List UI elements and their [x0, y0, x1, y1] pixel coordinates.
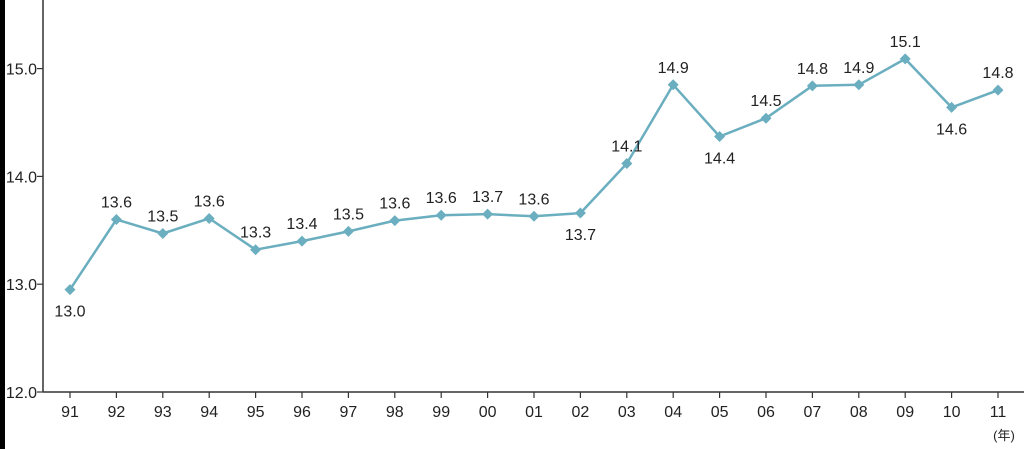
data-labels: 13.0 13.6 13.5 13.6 13.3 13.4 13.5 13.6 13.6 13.7…	[54, 34, 1013, 321]
data-point	[203, 212, 215, 224]
series-line	[68, 57, 999, 291]
data-label: 13.3	[240, 225, 271, 242]
data-point	[714, 131, 726, 143]
x-axis-unit: (年)	[993, 428, 1015, 443]
data-point	[110, 214, 122, 226]
data-label: 14.9	[658, 60, 689, 77]
x-tick-label: 99	[432, 404, 450, 421]
y-tick-label: 15.0	[6, 62, 37, 79]
data-point	[667, 79, 679, 91]
data-label: 14.9	[843, 60, 874, 77]
data-label: 13.6	[379, 196, 410, 213]
x-tick-label: 95	[247, 404, 265, 421]
x-tick-label: 92	[108, 404, 126, 421]
x-tick-label: 02	[572, 404, 590, 421]
x-tick-label: 93	[154, 404, 172, 421]
data-point	[296, 235, 308, 247]
y-tick-label: 13.0	[6, 277, 37, 294]
data-label: 13.7	[472, 189, 503, 206]
line-chart: 12.0 13.0 14.0 15.0 91 92 93 94 95 96 97 98 99 00 01 0…	[6, 0, 1024, 443]
data-point	[250, 244, 262, 256]
x-tick-label: 10	[943, 404, 961, 421]
x-tick-label: 96	[293, 404, 311, 421]
data-label: 14.8	[982, 65, 1013, 82]
x-tick-label: 05	[711, 404, 729, 421]
x-tick-label: 04	[664, 404, 682, 421]
data-label: 14.6	[936, 121, 967, 138]
data-point	[435, 209, 447, 221]
data-point	[621, 157, 633, 169]
data-point	[342, 225, 354, 237]
data-label: 13.0	[54, 304, 85, 321]
x-tick-label: 09	[896, 404, 914, 421]
data-label: 13.5	[333, 206, 364, 223]
data-point	[992, 84, 1004, 96]
x-tick-label: 91	[61, 404, 79, 421]
x-tick-label: 98	[386, 404, 404, 421]
data-label: 13.5	[147, 209, 178, 226]
data-label: 13.6	[426, 190, 457, 207]
data-point	[482, 208, 494, 220]
data-label: 13.6	[518, 191, 549, 208]
x-tick-label: 06	[757, 404, 775, 421]
data-label: 13.6	[194, 193, 225, 210]
x-tick-label: 07	[804, 404, 822, 421]
data-point	[899, 53, 911, 65]
data-point	[806, 80, 818, 92]
x-tick-label: 00	[479, 404, 497, 421]
data-point	[528, 210, 540, 222]
x-axis-ticks: 91 92 93 94 95 96 97 98 99 00 01 02 03 04 05 06 07 08 09 10…	[61, 392, 1006, 421]
data-label: 13.6	[101, 195, 132, 212]
data-label: 14.1	[611, 138, 642, 155]
y-tick-label: 14.0	[6, 169, 37, 186]
x-tick-label: 97	[340, 404, 358, 421]
data-label: 14.4	[704, 151, 735, 168]
y-axis-ticks: 12.0 13.0 14.0 15.0	[6, 62, 43, 402]
data-label: 14.8	[797, 61, 828, 78]
data-label: 14.5	[750, 93, 781, 110]
data-label: 13.4	[286, 216, 317, 233]
data-point	[64, 284, 76, 296]
series-markers	[64, 53, 1004, 296]
data-point	[574, 207, 586, 219]
data-label: 15.1	[890, 34, 921, 51]
x-tick-label: 03	[618, 404, 636, 421]
x-tick-label: 94	[200, 404, 218, 421]
data-point	[853, 79, 865, 91]
x-tick-label: 01	[525, 404, 543, 421]
x-tick-label: 08	[850, 404, 868, 421]
data-point	[760, 112, 772, 124]
y-tick-label: 12.0	[6, 385, 37, 402]
data-label: 13.7	[565, 227, 596, 244]
data-point	[389, 215, 401, 227]
data-point	[157, 228, 169, 240]
chart-panel: 12.0 13.0 14.0 15.0 91 92 93 94 95 96 97 98 99 00 01 0…	[5, 0, 1024, 449]
x-tick-label: 11	[990, 404, 1007, 421]
data-point	[946, 101, 958, 113]
